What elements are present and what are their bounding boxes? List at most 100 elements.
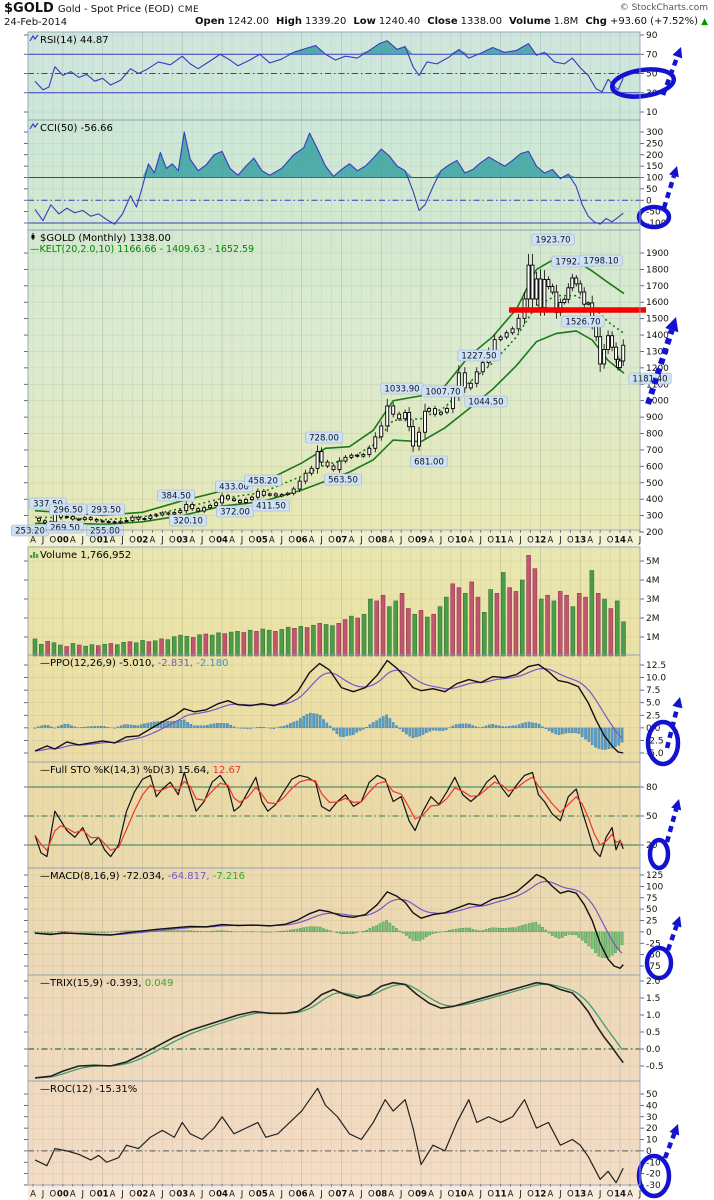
x-axis-tick-label: A xyxy=(30,536,36,546)
ppo-histogram-bar xyxy=(471,725,475,729)
volume-bar xyxy=(437,606,443,657)
x-axis-tick-label: A xyxy=(468,536,474,546)
ppo-histogram-bar xyxy=(484,725,488,729)
ppo-line xyxy=(34,659,624,754)
ppo-histogram-bar xyxy=(507,726,511,729)
ppo-histogram-bar xyxy=(504,726,508,729)
macd-histogram-bar xyxy=(498,927,501,933)
candle-body xyxy=(538,278,543,308)
y-axis-tick-label: 1600 xyxy=(646,298,669,308)
volume-bar xyxy=(355,617,360,657)
y-axis-tick-label: 50 xyxy=(646,812,658,822)
x-axis-tick-label: J xyxy=(598,1190,602,1200)
price-callout xyxy=(305,431,343,444)
ppo-histogram-bar xyxy=(242,727,246,729)
price-callout-text: 563.50 xyxy=(328,476,358,486)
macd-histogram-bar xyxy=(172,930,176,933)
volume-bar xyxy=(387,606,392,657)
candle-body xyxy=(427,408,431,412)
volume-bar xyxy=(380,594,386,657)
candle-body xyxy=(606,335,611,350)
x-axis-tick-label: 11 xyxy=(495,1190,507,1200)
macd-histogram-bar xyxy=(295,928,299,933)
macd-histogram-bar xyxy=(537,924,541,933)
y-axis-tick-label: -0.5 xyxy=(646,1062,664,1072)
volume-bar xyxy=(349,615,354,657)
macd-histogram-bar xyxy=(488,928,491,933)
x-axis-tick-label: O xyxy=(487,536,494,546)
y-axis-tick-label: -75 xyxy=(646,962,661,972)
ppo-histogram-bar xyxy=(73,726,77,729)
volume-bar xyxy=(235,631,240,657)
y-axis-tick-label: 700 xyxy=(646,446,663,456)
macd-histogram-bar xyxy=(468,927,471,933)
ppo-histogram-bar xyxy=(37,726,40,729)
y-axis-tick-label: 100 xyxy=(646,174,663,184)
candle-body xyxy=(423,410,427,433)
price-callout xyxy=(157,489,195,502)
ppo-histogram-bar xyxy=(597,727,601,749)
ppo-histogram-bar xyxy=(415,727,418,738)
candle-body xyxy=(76,518,81,521)
volume-value: 1.8M xyxy=(553,16,579,27)
macd-histogram-bar xyxy=(226,930,229,933)
candle-body xyxy=(255,490,260,498)
ppo-histogram-bar xyxy=(259,726,262,729)
x-axis-tick-label: J xyxy=(279,1190,283,1200)
ppo-histogram-bar xyxy=(590,727,594,745)
ppo-histogram-bar xyxy=(517,724,521,729)
ppo-histogram-bar xyxy=(295,720,299,729)
macd-histogram-bar xyxy=(444,930,448,933)
x-axis-tick-label: 05 xyxy=(256,1190,268,1200)
macd-histogram-bar xyxy=(401,931,405,934)
close-value: 1338.00 xyxy=(460,16,502,27)
x-axis-tick-label: 00 xyxy=(57,1190,69,1200)
x-axis-tick-label: O xyxy=(448,536,455,546)
x-axis-tick-label: O xyxy=(209,1190,216,1200)
candle-body xyxy=(610,335,615,348)
candle-body xyxy=(273,493,278,497)
y-axis-tick-label: -25 xyxy=(646,939,661,949)
ppo-histogram-bar xyxy=(458,723,461,729)
ppo-histogram-bar xyxy=(245,727,249,729)
x-axis-tick-label: 14 xyxy=(614,1190,626,1200)
low-label: Low xyxy=(353,16,376,27)
roc-line xyxy=(34,1087,624,1184)
volume-bar xyxy=(89,644,95,657)
candle-body xyxy=(331,465,336,471)
x-axis-tick-label: A xyxy=(547,1190,553,1200)
macd-histogram-bar xyxy=(590,931,594,949)
candle-body xyxy=(343,456,348,462)
y-axis-tick-label: 2.0 xyxy=(646,977,661,987)
candle-body xyxy=(100,520,105,523)
ppo-histogram-bar xyxy=(322,719,325,729)
ppo-histogram-bar xyxy=(33,727,37,729)
macd-histogram-bar xyxy=(96,931,100,933)
annotation-arrowhead xyxy=(671,799,682,811)
ppo-legend: —PPO(12,26,9) -5.010, -2.831, -2.180 xyxy=(40,658,229,669)
x-axis-tick-label: O xyxy=(408,536,415,546)
ppo-histogram-bar xyxy=(282,725,286,729)
y-axis-tick-label: 0 xyxy=(646,1147,652,1157)
keltner-legend: —KELT(20,2.0,10) 1166.66 - 1409.63 - 165… xyxy=(30,244,254,255)
price-callout-text: 1227.50 xyxy=(461,352,496,362)
ppo-histogram-bar xyxy=(206,725,209,729)
macd-histogram-bar xyxy=(166,930,169,933)
price-callout xyxy=(464,395,508,408)
candle-body xyxy=(618,360,622,369)
ppo-histogram-bar xyxy=(352,727,355,735)
volume-bar xyxy=(538,598,544,657)
y-axis-tick-label: 300 xyxy=(646,128,663,138)
x-axis-tick-label: 07 xyxy=(336,1190,348,1200)
candle-body xyxy=(480,362,485,373)
ppo-histogram-bar xyxy=(381,716,385,729)
volume-bar xyxy=(165,639,171,657)
macd-histogram-bar xyxy=(50,931,53,933)
ppo-histogram-bar xyxy=(63,723,67,729)
macd-histogram-bar xyxy=(212,930,216,933)
macd-histogram-bar xyxy=(431,931,435,934)
candle-body xyxy=(498,336,503,341)
ppo-histogram-bar xyxy=(86,726,90,729)
macd-histogram-bar xyxy=(123,930,126,933)
y-axis-tick-label: 1500 xyxy=(646,315,669,325)
